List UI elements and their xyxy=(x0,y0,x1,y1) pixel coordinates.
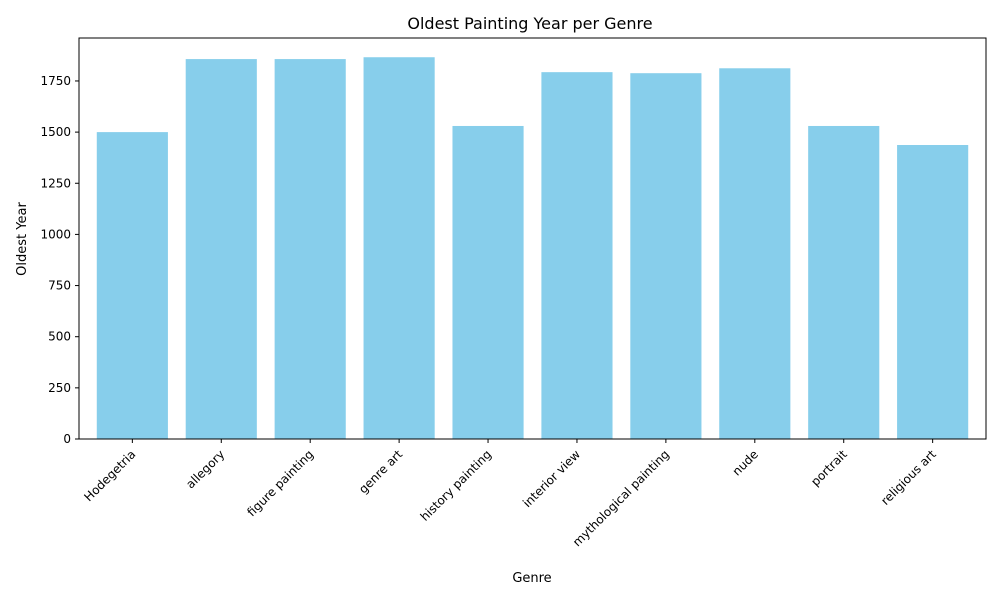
x-tick-label: nude xyxy=(730,447,761,478)
x-tick-label: religious art xyxy=(878,447,939,508)
x-tick-label: Hodegetria xyxy=(81,447,138,504)
x-tick-label: portrait xyxy=(808,447,850,489)
y-tick-label: 1750 xyxy=(40,74,71,88)
y-tick-label: 1500 xyxy=(40,125,71,139)
plot-frame xyxy=(78,37,987,440)
bar-mythological-painting xyxy=(630,73,702,440)
y-axis: 0 250 500 750 1000 1250 1500 1750 xyxy=(40,74,79,446)
bar-portrait xyxy=(808,125,880,439)
y-tick-label: 1000 xyxy=(40,227,71,241)
y-tick-label: 1250 xyxy=(40,176,71,190)
x-tick-label: history painting xyxy=(418,447,495,524)
bar-history-painting xyxy=(452,125,524,439)
x-tick-label: genre art xyxy=(356,447,405,496)
x-tick-label: interior view xyxy=(520,447,583,510)
x-axis-label: Genre xyxy=(512,571,551,586)
bars-group xyxy=(96,57,969,440)
x-tick-label: figure painting xyxy=(244,447,316,519)
bar-hodegetria xyxy=(96,132,168,439)
y-tick-label: 0 xyxy=(63,432,71,446)
bar-figure-painting xyxy=(274,59,346,439)
y-tick-label: 250 xyxy=(48,381,71,395)
x-tick-label: mythological painting xyxy=(570,447,672,549)
bar-religious-art xyxy=(897,145,969,439)
y-axis-label: Oldest Year xyxy=(15,202,30,276)
bar-nude xyxy=(719,68,791,439)
y-tick-label: 500 xyxy=(48,330,71,344)
bar-genre-art xyxy=(363,57,435,440)
bar-interior-view xyxy=(541,72,613,439)
y-tick-label: 750 xyxy=(48,279,71,293)
bar-allegory xyxy=(185,59,257,439)
x-axis: Hodegetria allegory figure painting genre a… xyxy=(81,439,939,549)
chart-title: Oldest Painting Year per Genre xyxy=(407,14,652,33)
x-tick-label: allegory xyxy=(183,447,227,491)
